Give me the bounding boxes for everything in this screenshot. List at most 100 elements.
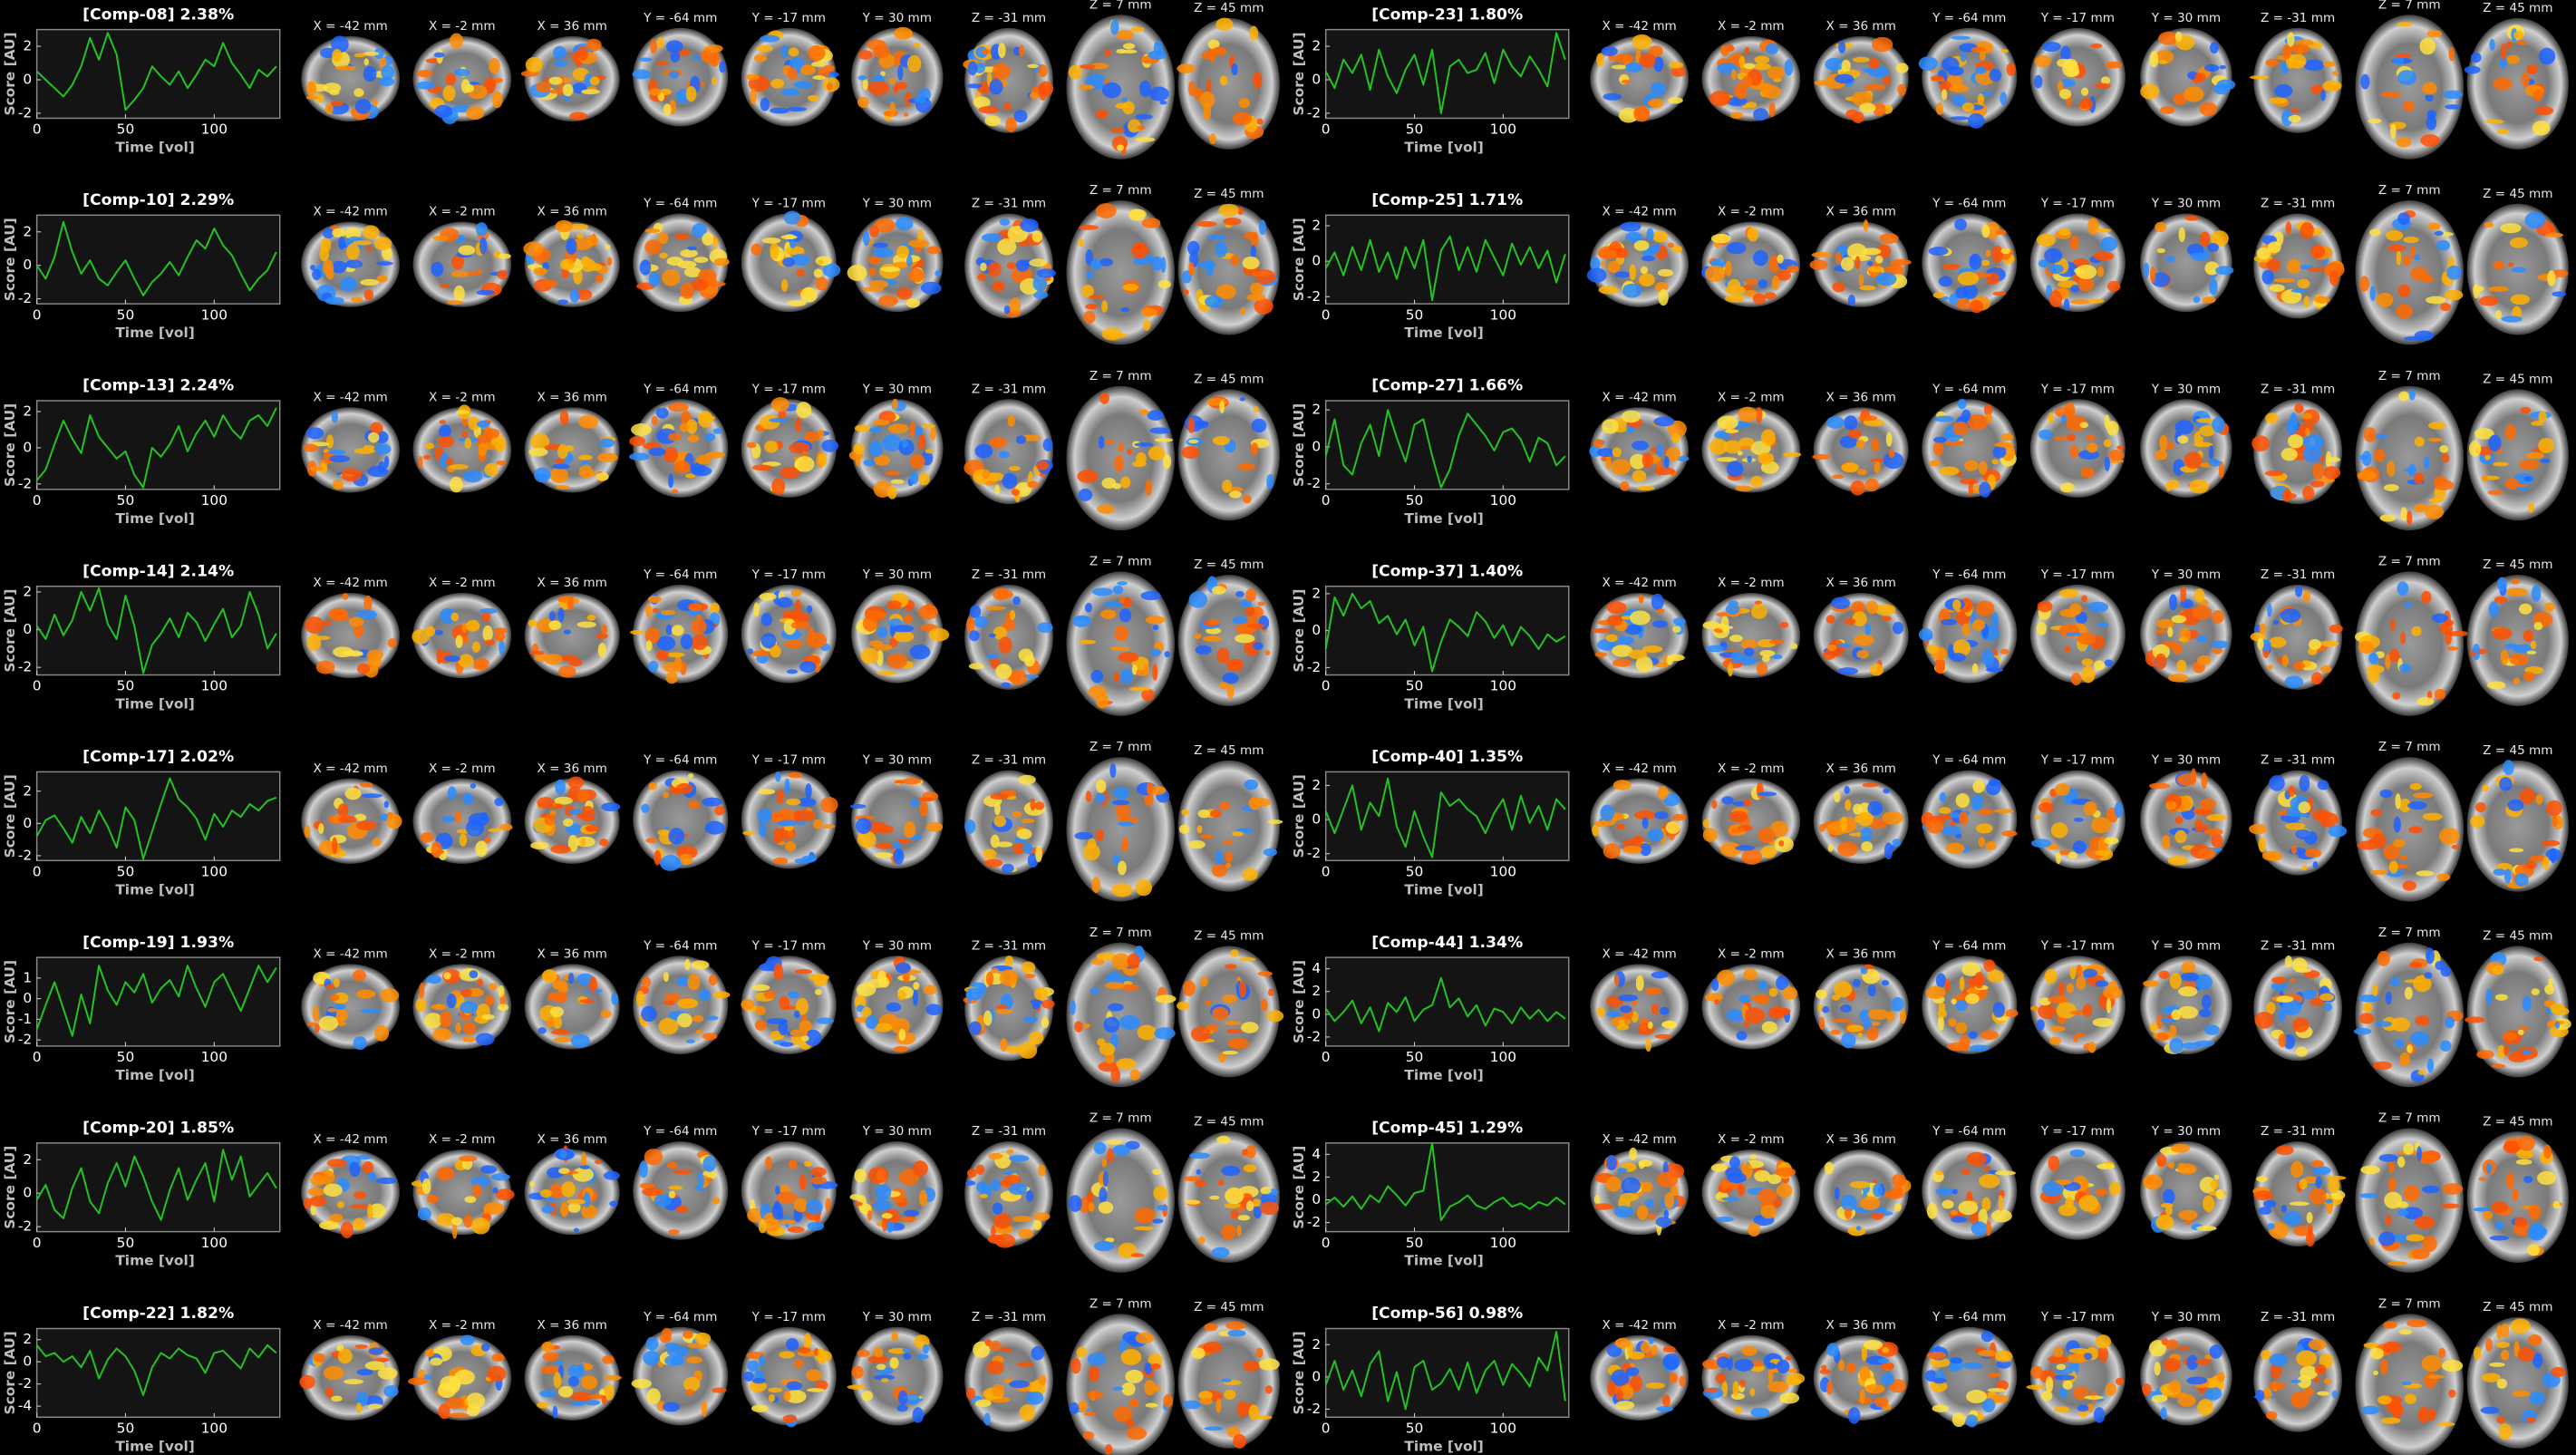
- activation-blob: [784, 778, 790, 795]
- activation-blob: [668, 473, 674, 489]
- activation-blob: [997, 238, 1017, 256]
- activation-blob: [865, 610, 886, 620]
- activation-blob: [1152, 1218, 1164, 1224]
- activation-blob: [2312, 809, 2331, 821]
- activation-blob: [687, 246, 697, 251]
- activation-blob: [1013, 110, 1028, 123]
- activation-blob: [589, 263, 603, 271]
- activation-blob: [462, 1035, 476, 1043]
- activation-blob: [754, 1019, 767, 1031]
- activation-blob: [309, 1196, 327, 1208]
- activation-blob: [2193, 588, 2205, 603]
- brain-slice: [2253, 213, 2345, 319]
- activation-blob: [1743, 799, 1752, 807]
- activation-blob: [815, 1017, 834, 1024]
- activation-blob: [659, 252, 668, 259]
- x-tick-label: 50: [1406, 492, 1424, 509]
- activation-blob: [2062, 1380, 2073, 1391]
- activation-blob: [793, 1198, 808, 1213]
- activation-blob: [881, 1213, 893, 1219]
- activation-blob: [1100, 300, 1109, 313]
- activation-blob: [1771, 275, 1780, 291]
- activation-blob: [1790, 643, 1798, 650]
- activation-blob: [1825, 615, 1835, 624]
- activation-blob: [2548, 977, 2553, 987]
- activation-blob: [1237, 1215, 1251, 1221]
- activation-blob: [1098, 435, 1105, 450]
- activation-blob: [1102, 601, 1124, 607]
- activation-blob: [2198, 848, 2216, 859]
- activation-blob: [2426, 1058, 2435, 1073]
- activation-blob: [1255, 1347, 1264, 1359]
- activation-blob: [2547, 270, 2556, 286]
- brain-image: [964, 27, 1053, 133]
- activation-blob: [867, 256, 882, 265]
- activation-blob: [2167, 674, 2189, 683]
- activation-blob: [644, 228, 661, 234]
- activation-blob: [2426, 296, 2446, 305]
- activation-blob: [1157, 1204, 1168, 1211]
- activation-blob: [2086, 433, 2096, 441]
- activation-blob: [2445, 1016, 2455, 1029]
- slice-label: X = -42 mm: [1603, 1318, 1677, 1333]
- y-tick-label: 2: [23, 782, 32, 799]
- activation-blob: [2417, 1070, 2426, 1076]
- activation-blob: [981, 233, 1003, 242]
- activation-blob: [1002, 472, 1018, 490]
- activation-blob: [1957, 398, 1967, 410]
- brain-slice: [741, 955, 837, 1054]
- activation-blob: [757, 789, 776, 795]
- activation-blob: [313, 1353, 325, 1363]
- activation-blob: [483, 639, 496, 645]
- activation-blob: [451, 1217, 463, 1226]
- activation-blob: [1093, 1141, 1107, 1155]
- activation-blob: [1095, 829, 1105, 841]
- y-tick-label: -2: [18, 1375, 32, 1392]
- x-tick-label: 0: [33, 678, 42, 694]
- activation-blob: [2504, 643, 2518, 649]
- slice-label: Z = 45 mm: [1194, 1114, 1264, 1129]
- activation-blob: [499, 823, 513, 831]
- activation-blob: [1641, 645, 1663, 654]
- activation-blob: [788, 1159, 798, 1170]
- activation-blob: [318, 1015, 339, 1031]
- activation-blob: [1951, 998, 1957, 1005]
- activation-blob: [2064, 402, 2076, 420]
- activation-blob: [1138, 80, 1151, 97]
- activation-blob: [1741, 849, 1763, 865]
- activation-blob: [1725, 603, 1739, 616]
- activation-blob: [2425, 93, 2434, 102]
- activation-blob: [448, 1412, 469, 1419]
- activation-blob: [1212, 435, 1230, 446]
- activation-blob: [1738, 406, 1758, 422]
- brain-slice: [1177, 946, 1284, 1078]
- activation-blob: [2048, 412, 2054, 424]
- activation-blob: [319, 1220, 339, 1230]
- activation-blob: [528, 448, 548, 457]
- activation-blob: [2278, 1008, 2286, 1022]
- activation-blob: [2026, 1384, 2045, 1390]
- brain-slice: [631, 1326, 729, 1426]
- brain-slice: [1177, 17, 1280, 150]
- activation-blob: [2000, 49, 2009, 53]
- slice-label: Y = -17 mm: [751, 197, 826, 211]
- activation-blob: [648, 781, 657, 791]
- activation-blob: [671, 625, 684, 636]
- activation-blob: [2525, 1416, 2536, 1423]
- activation-blob: [1632, 470, 1647, 482]
- brain-image: [2253, 27, 2342, 133]
- activation-blob: [1152, 1169, 1162, 1175]
- activation-blob: [1893, 1202, 1902, 1212]
- activation-blob: [867, 1355, 889, 1363]
- activation-blob: [1612, 447, 1622, 458]
- activation-blob: [1177, 63, 1196, 73]
- activation-blob: [2261, 1388, 2272, 1401]
- activation-blob: [1074, 831, 1093, 840]
- activation-blob: [1209, 1195, 1220, 1200]
- activation-blob: [812, 75, 826, 81]
- activation-blob: [967, 61, 978, 76]
- y-tick-label: -2: [18, 104, 32, 121]
- activation-blob: [1932, 436, 1947, 443]
- activation-blob: [1926, 645, 1940, 655]
- activation-blob: [1844, 785, 1850, 794]
